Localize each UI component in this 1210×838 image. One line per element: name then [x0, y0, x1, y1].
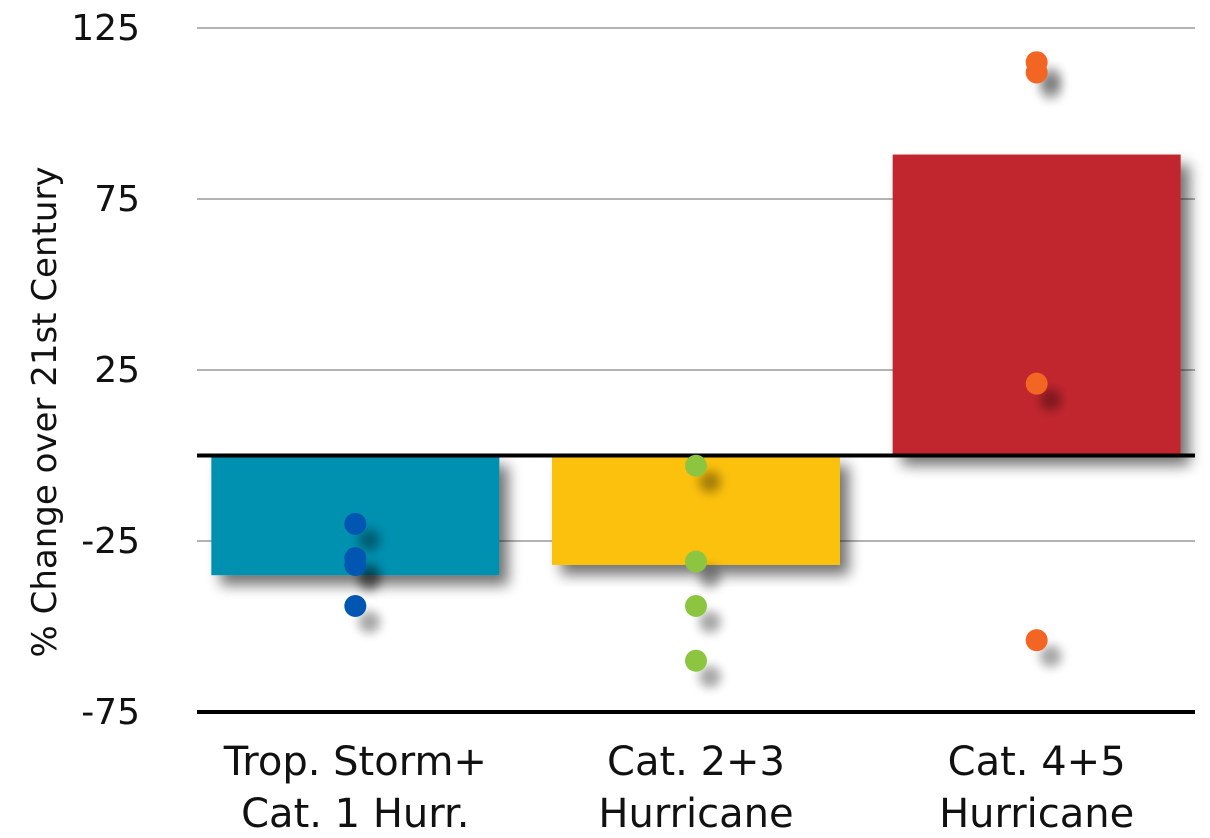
x-tick-label: Cat. 1 Hurr.	[241, 791, 469, 837]
y-tick-label: 25	[94, 350, 140, 391]
y-axis-tick-labels: 125 75 25 -25 -75	[71, 8, 140, 733]
y-tick-label: 75	[94, 179, 140, 220]
y-tick-label: 125	[71, 8, 140, 49]
data-point	[344, 553, 367, 576]
x-tick-label: Cat. 4+5	[948, 739, 1126, 785]
x-tick-label: Hurricane	[598, 791, 793, 837]
bars	[211, 154, 1181, 576]
x-tick-label: Trop. Storm+	[223, 739, 487, 785]
data-point	[1025, 372, 1048, 395]
data-point	[685, 454, 707, 477]
data-point	[685, 550, 707, 573]
data-point	[685, 649, 707, 672]
x-axis-category-labels: Trop. Storm+ Cat. 1 Hurr. Cat. 2+3 Hurrican…	[223, 739, 1135, 837]
x-tick-label: Hurricane	[939, 791, 1134, 837]
data-point	[344, 512, 367, 535]
x-tick-label: Cat. 2+3	[607, 739, 785, 785]
bar	[892, 154, 1181, 456]
y-tick-label: -25	[81, 521, 140, 562]
y-axis-title: % Change over 21st Century	[25, 166, 65, 657]
data-point	[1025, 61, 1048, 84]
data-point	[344, 594, 367, 617]
data-points	[344, 51, 1048, 672]
data-point	[1025, 629, 1048, 652]
y-tick-label: -75	[81, 692, 140, 733]
data-point	[685, 594, 707, 617]
